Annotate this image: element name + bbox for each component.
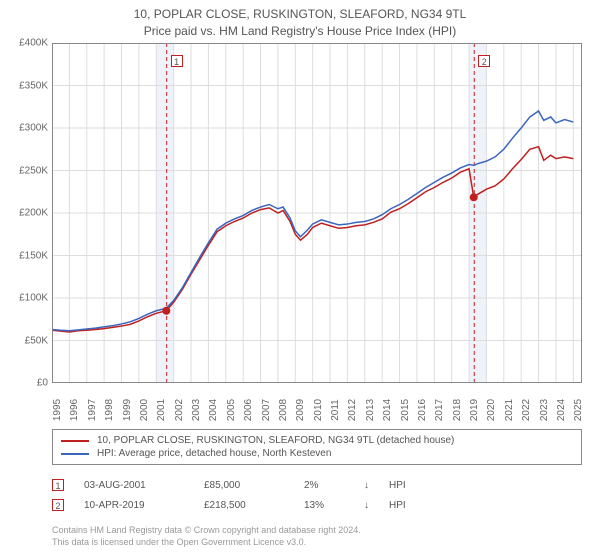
chart-container: 10, POPLAR CLOSE, RUSKINGTON, SLEAFORD, … [0,0,600,560]
x-axis-label: 1998 [104,399,115,421]
transaction-vs: HPI [389,500,406,511]
transaction-marker: 1 [52,479,64,491]
transaction-pct: 13% [304,500,344,511]
x-axis-label: 2012 [347,399,358,421]
chart-title-subtitle: Price paid vs. HM Land Registry's House … [10,24,590,38]
chart-plot-area: £0£50K£100K£150K£200K£250K£300K£350K£400… [52,43,582,383]
y-axis-label: £350K [10,80,48,91]
transaction-date: 10-APR-2019 [84,500,184,511]
transaction-marker: 2 [52,499,64,511]
table-row: 2 10-APR-2019 £218,500 13% ↓ HPI [52,495,582,515]
y-axis-label: £0 [10,378,48,389]
y-axis-label: £250K [10,165,48,176]
legend: 10, POPLAR CLOSE, RUSKINGTON, SLEAFORD, … [52,429,582,465]
legend-swatch [61,453,89,455]
x-axis-label: 2022 [521,399,532,421]
x-axis-label: 1997 [87,399,98,421]
x-axis-label: 2014 [382,399,393,421]
x-axis-label: 2020 [486,399,497,421]
transactions-table: 1 03-AUG-2001 £85,000 2% ↓ HPI 2 10-APR-… [52,475,582,515]
x-axis-label: 2013 [365,399,376,421]
legend-swatch [61,440,89,442]
x-axis-label: 2025 [573,399,584,421]
transaction-price: £85,000 [204,480,284,491]
y-axis-label: £300K [10,123,48,134]
legend-label: HPI: Average price, detached house, Nort… [97,448,331,459]
chart-svg [52,43,582,383]
footer-line: This data is licensed under the Open Gov… [52,537,582,549]
x-axis-label: 2005 [226,399,237,421]
transaction-pct: 2% [304,480,344,491]
legend-label: 10, POPLAR CLOSE, RUSKINGTON, SLEAFORD, … [97,435,454,446]
chart-title-address: 10, POPLAR CLOSE, RUSKINGTON, SLEAFORD, … [10,7,590,21]
x-axis-label: 2011 [330,399,341,421]
transaction-vs: HPI [389,480,406,491]
x-axis-label: 2004 [208,399,219,421]
y-axis-label: £100K [10,293,48,304]
event-marker-box: 1 [171,55,183,67]
x-axis-label: 2009 [295,399,306,421]
footer-attribution: Contains HM Land Registry data © Crown c… [52,525,582,548]
transaction-date: 03-AUG-2001 [84,480,184,491]
x-axis-label: 2003 [191,399,202,421]
footer-line: Contains HM Land Registry data © Crown c… [52,525,582,537]
x-axis-label: 2024 [556,399,567,421]
x-axis-label: 1996 [69,399,80,421]
x-axis-label: 2007 [261,399,272,421]
transaction-arrow: ↓ [364,500,369,511]
x-axis-label: 2017 [434,399,445,421]
x-axis-label: 2008 [278,399,289,421]
x-axis-label: 2000 [139,399,150,421]
x-axis-label: 2010 [313,399,324,421]
legend-item: HPI: Average price, detached house, Nort… [61,447,573,460]
x-axis-label: 2016 [417,399,428,421]
transaction-price: £218,500 [204,500,284,511]
legend-item: 10, POPLAR CLOSE, RUSKINGTON, SLEAFORD, … [61,434,573,447]
event-marker-box: 2 [478,55,490,67]
transaction-arrow: ↓ [364,480,369,491]
x-axis-label: 2021 [504,399,515,421]
x-axis-label: 2006 [243,399,254,421]
y-axis-label: £200K [10,208,48,219]
x-axis-label: 2001 [156,399,167,421]
x-axis-label: 2019 [469,399,480,421]
x-axis-label: 2015 [400,399,411,421]
y-axis-label: £150K [10,250,48,261]
x-axis-label: 2018 [452,399,463,421]
y-axis-label: £400K [10,38,48,49]
x-axis-label: 1999 [122,399,133,421]
y-axis-label: £50K [10,335,48,346]
x-axis-label: 1995 [52,399,63,421]
table-row: 1 03-AUG-2001 £85,000 2% ↓ HPI [52,475,582,495]
x-axis-label: 2002 [174,399,185,421]
x-axis-label: 2023 [539,399,550,421]
